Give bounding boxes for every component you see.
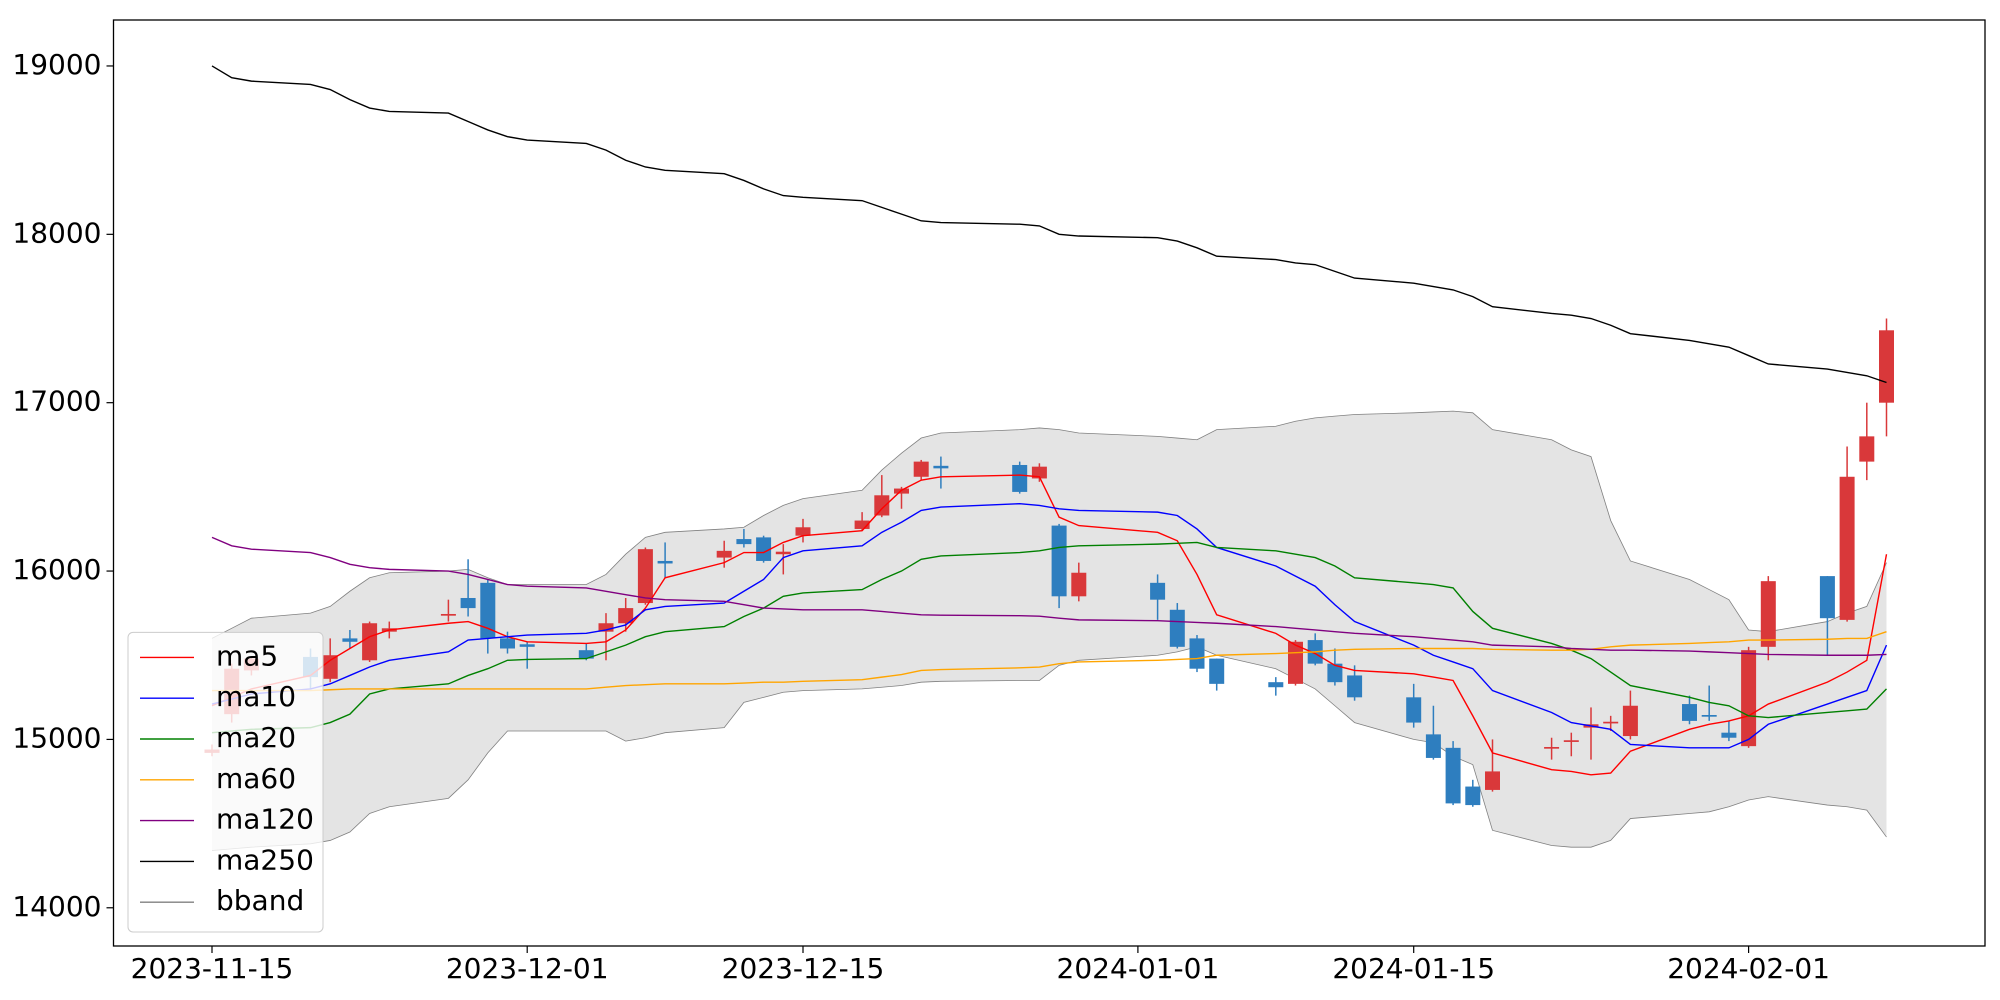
candle-body [1465,786,1481,806]
candle-body [1819,576,1835,619]
candle-body [637,549,653,604]
candle-body [578,650,594,659]
candle-body [1879,330,1894,403]
legend-label: ma5 [216,639,278,672]
candle-body [362,623,378,661]
ma-line [212,631,1887,692]
legend-box [127,631,324,933]
candle-body [1425,734,1441,758]
y-tick-label: 17000 [12,385,101,418]
band-fill [212,411,1887,851]
candle-body [736,539,752,545]
candle-body [1701,715,1717,717]
y-tick-label: 15000 [12,721,101,754]
candle-body [1347,675,1363,698]
legend-label: bband [216,884,304,917]
y-tick-label: 14000 [12,890,101,923]
candle-body [1544,746,1560,749]
ma-line [211,536,1887,656]
candle-body [1741,650,1757,747]
y-tick-label: 18000 [12,216,101,249]
legend-label: ma60 [216,762,296,795]
candle-body [1721,732,1737,738]
candle-body [933,465,949,469]
candle-body [598,623,614,632]
ma-line [211,65,1887,384]
candle-body [1051,525,1067,597]
candle-body [460,597,476,609]
candle-body [1839,476,1855,620]
candle-body [519,644,535,647]
legend-label: ma10 [216,680,296,713]
candle-body [322,655,338,679]
candle-body [618,608,634,624]
candle-body [854,520,870,529]
ma-line [211,474,1888,776]
candle-body [1150,582,1166,600]
candle-body [1169,609,1185,647]
candle-body [1268,682,1284,688]
candle-body [795,527,811,536]
x-tick-label: 2023-12-15 [722,952,885,985]
candle-body [1327,663,1343,683]
candle-body [657,560,673,564]
candle-body [500,638,515,649]
candle-body [1859,436,1875,462]
candle-body [1031,466,1047,479]
candle-body [913,461,929,477]
plot-area [204,65,1894,851]
y-tick-label: 16000 [12,553,101,586]
candle-body [480,582,496,639]
candle-body [342,638,358,642]
plot-frame [112,19,1986,947]
candle-body [1071,572,1087,597]
candle-body [874,495,890,516]
x-tick-label: 2023-11-15 [131,952,294,985]
x-tick-label: 2023-12-01 [446,952,609,985]
band-edge [211,646,1887,851]
candle-body [756,537,772,561]
legend-label: ma120 [216,803,314,836]
ma-line [211,503,1888,749]
band-edge [211,410,1887,639]
candle-body [1445,747,1461,804]
candle-body [1682,704,1697,721]
legend: ma5 ma10 ma20 ma60 ma120 ma250 bband [127,631,324,933]
candle-body [1485,771,1500,790]
legend-label: ma20 [216,721,296,754]
x-tick-label: 2024-01-01 [1057,952,1220,985]
candle-body [1622,705,1638,737]
candle-body [775,551,791,555]
x-tick-label: 2024-02-01 [1667,952,1830,985]
candle-body [1760,581,1776,647]
x-tick-label: 2024-01-15 [1332,952,1495,985]
legend-label: ma250 [216,843,314,876]
candle-body [1563,740,1579,742]
ma-line [211,541,1888,734]
y-tick-label: 19000 [12,48,101,81]
candle-body [1406,697,1422,723]
candle-body [716,550,732,558]
candle-body [1189,638,1205,669]
candle-body [1603,721,1619,724]
candle-body [1209,658,1225,684]
candle-body [1012,464,1028,492]
candle-body [440,613,456,616]
